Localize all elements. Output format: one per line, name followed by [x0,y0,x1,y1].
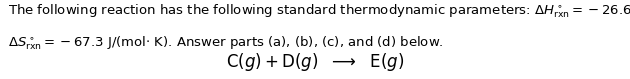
Text: $\mathrm{C}(\mathit{g}) + \mathrm{D}(\mathit{g})\ \ \longrightarrow\ \ \mathrm{E: $\mathrm{C}(\mathit{g}) + \mathrm{D}(\ma… [226,51,404,73]
Text: The following reaction has the following standard thermodynamic parameters: $\De: The following reaction has the following… [8,2,630,20]
Text: $\Delta S^\circ_{\mathrm{rxn}} = -67.3$ J/(mol$\cdot$ K). Answer parts (a), (b),: $\Delta S^\circ_{\mathrm{rxn}} = -67.3$ … [8,35,443,52]
